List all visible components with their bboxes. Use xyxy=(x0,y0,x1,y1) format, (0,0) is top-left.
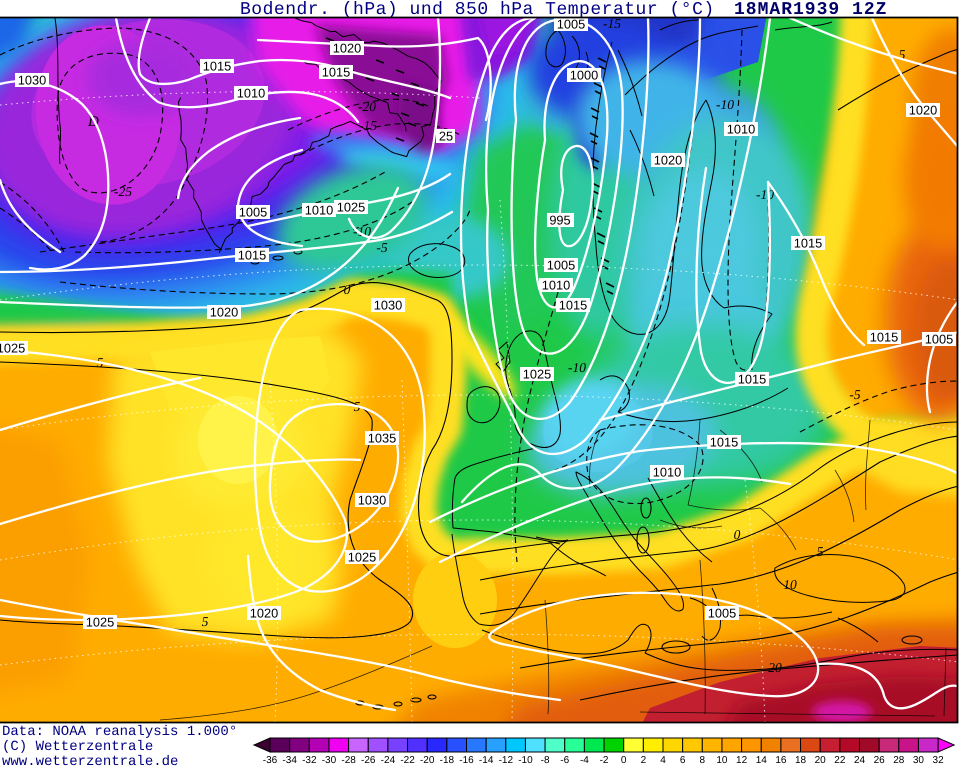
svg-text:-6: -6 xyxy=(560,755,569,766)
svg-text:1020: 1020 xyxy=(250,606,278,621)
svg-text:1025: 1025 xyxy=(0,341,25,356)
svg-text:1010: 1010 xyxy=(542,278,570,293)
svg-text:16: 16 xyxy=(775,755,787,766)
svg-text:18MAR1939 12Z: 18MAR1939 12Z xyxy=(734,0,887,20)
svg-text:12: 12 xyxy=(736,755,748,766)
svg-text:8: 8 xyxy=(700,755,706,766)
svg-text:18: 18 xyxy=(795,755,807,766)
svg-text:1015: 1015 xyxy=(870,330,898,345)
svg-text:1020: 1020 xyxy=(210,305,238,320)
svg-text:-34: -34 xyxy=(282,755,297,766)
svg-text:1025: 1025 xyxy=(337,200,365,215)
svg-text:Data: NOAA reanalysis 1.000°: Data: NOAA reanalysis 1.000° xyxy=(2,724,237,740)
svg-text:2: 2 xyxy=(641,755,647,766)
svg-text:30: 30 xyxy=(913,755,925,766)
svg-text:1020: 1020 xyxy=(909,103,937,118)
svg-text:0: 0 xyxy=(734,527,741,542)
svg-text:1015: 1015 xyxy=(738,372,766,387)
svg-text:1010: 1010 xyxy=(237,86,265,101)
svg-text:25: 25 xyxy=(439,129,453,144)
svg-text:-10: -10 xyxy=(353,224,371,239)
svg-text:10: 10 xyxy=(716,755,728,766)
svg-text:-10: -10 xyxy=(518,755,533,766)
svg-text:1035: 1035 xyxy=(368,431,396,446)
svg-text:1005: 1005 xyxy=(557,17,585,32)
svg-text:5: 5 xyxy=(899,47,906,62)
svg-text:-20: -20 xyxy=(420,755,435,766)
svg-text:20: 20 xyxy=(768,660,782,675)
svg-text:6: 6 xyxy=(680,755,686,766)
svg-text:-8: -8 xyxy=(541,755,550,766)
svg-text:32: 32 xyxy=(933,755,945,766)
svg-text:-16: -16 xyxy=(459,755,474,766)
svg-text:1015: 1015 xyxy=(322,65,350,80)
svg-text:-10: -10 xyxy=(716,97,734,112)
svg-text:-36: -36 xyxy=(263,755,278,766)
svg-text:-18: -18 xyxy=(440,755,455,766)
svg-text:24: 24 xyxy=(854,755,866,766)
svg-text:-14: -14 xyxy=(479,755,494,766)
svg-text:5: 5 xyxy=(202,614,209,629)
svg-text:-12: -12 xyxy=(499,755,514,766)
svg-text:28: 28 xyxy=(893,755,905,766)
svg-text:1020: 1020 xyxy=(654,153,682,168)
svg-text:995: 995 xyxy=(549,213,570,228)
svg-text:1005: 1005 xyxy=(547,258,575,273)
svg-text:-26: -26 xyxy=(361,755,376,766)
svg-text:-4: -4 xyxy=(580,755,589,766)
svg-text:1025: 1025 xyxy=(348,550,376,565)
svg-text:26: 26 xyxy=(874,755,886,766)
svg-text:1005: 1005 xyxy=(239,205,267,220)
svg-text:Bodendr. (hPa) und 850 hPa Tem: Bodendr. (hPa) und 850 hPa Temperatur (°… xyxy=(240,0,715,20)
svg-text:1005: 1005 xyxy=(708,606,736,621)
svg-text:-10: -10 xyxy=(756,187,774,202)
svg-text:1030: 1030 xyxy=(358,493,386,508)
svg-text:4: 4 xyxy=(660,755,666,766)
svg-text:1020: 1020 xyxy=(333,41,361,56)
svg-text:-28: -28 xyxy=(341,755,356,766)
svg-text:1025: 1025 xyxy=(86,615,114,630)
svg-text:1015: 1015 xyxy=(710,435,738,450)
svg-text:(C) Wetterzentrale: (C) Wetterzentrale xyxy=(2,739,153,755)
svg-text:0: 0 xyxy=(344,282,351,297)
svg-text:-2: -2 xyxy=(600,755,609,766)
svg-text:-30: -30 xyxy=(322,755,337,766)
svg-text:1030: 1030 xyxy=(18,73,46,88)
svg-text:22: 22 xyxy=(834,755,846,766)
svg-text:-25: -25 xyxy=(114,184,132,199)
svg-text:-5: -5 xyxy=(376,240,387,255)
svg-text:1010: 1010 xyxy=(653,465,681,480)
svg-text:10: 10 xyxy=(783,577,797,592)
svg-text:14: 14 xyxy=(756,755,768,766)
svg-text:www.wetterzentrale.de: www.wetterzentrale.de xyxy=(2,754,178,770)
svg-text:-15: -15 xyxy=(359,118,377,133)
svg-text:-5: -5 xyxy=(849,387,860,402)
svg-text:1025: 1025 xyxy=(523,367,551,382)
svg-text:1010: 1010 xyxy=(305,203,333,218)
svg-text:1000: 1000 xyxy=(570,68,598,83)
svg-text:1010: 1010 xyxy=(727,122,755,137)
svg-text:-32: -32 xyxy=(302,755,317,766)
svg-text:1015: 1015 xyxy=(238,248,266,263)
svg-text:1015: 1015 xyxy=(203,59,231,74)
svg-text:5: 5 xyxy=(817,544,824,559)
svg-text:1030: 1030 xyxy=(374,298,402,313)
svg-text:-10: -10 xyxy=(568,360,586,375)
svg-text:1015: 1015 xyxy=(794,236,822,251)
svg-text:20: 20 xyxy=(815,755,827,766)
svg-text:-20: -20 xyxy=(358,99,376,114)
svg-text:-24: -24 xyxy=(381,755,396,766)
svg-text:0: 0 xyxy=(621,755,627,766)
svg-text:1015: 1015 xyxy=(559,298,587,313)
svg-text:1005: 1005 xyxy=(925,332,953,347)
svg-text:-15: -15 xyxy=(603,16,621,31)
svg-text:-22: -22 xyxy=(400,755,415,766)
